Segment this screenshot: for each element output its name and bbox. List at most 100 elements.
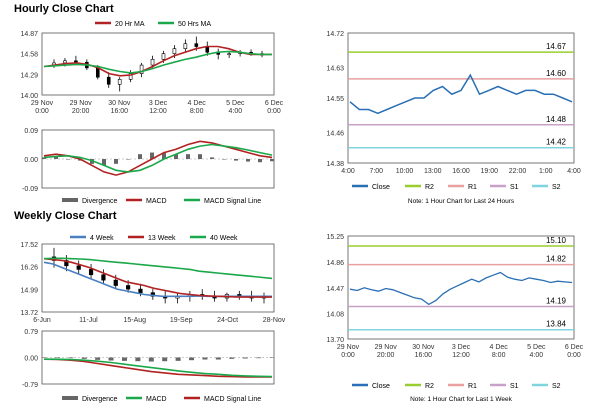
legend-close-label: Close <box>372 383 390 390</box>
divergence-bar <box>210 157 214 159</box>
level-label-r2: 15.10 <box>546 236 567 245</box>
x-tick-label: 19:00 <box>480 168 498 175</box>
plot-frame <box>347 235 575 340</box>
divergence-bar <box>246 159 250 162</box>
divergence-bar <box>174 154 178 159</box>
y-tick-label: 14.46 <box>326 130 344 137</box>
divergence-bar <box>162 152 166 159</box>
close-line <box>349 271 573 306</box>
legend-s2-label: S2 <box>552 383 561 390</box>
y-tick-label: 14.38 <box>326 161 344 168</box>
hourly-macd-chart: 0.09 0.00 -0.09 Divergence MACD MACD Signal L… <box>22 128 275 205</box>
x-tick-label: 15-Aug <box>124 317 147 324</box>
x-tick-label: 19-Sep <box>170 317 193 324</box>
candle-body <box>76 265 81 270</box>
series-line-macd <box>43 358 272 378</box>
divergence-bar <box>135 357 141 362</box>
divergence-bar <box>42 157 46 159</box>
legend-13-week-label: 13 Week <box>148 235 176 242</box>
legend-divergence-label: Divergence <box>82 198 118 205</box>
x-tick-label: 24-Oct <box>217 317 238 324</box>
y-tick-label: 0.00 <box>24 157 38 164</box>
candle-body <box>74 60 78 63</box>
x-tick-label: 30 Nov 16:00 <box>412 344 435 359</box>
y-tick-label: 14.29 <box>20 72 38 79</box>
level-label-r2: 14.67 <box>546 42 567 51</box>
divergence-bar <box>54 357 60 358</box>
y-tick-label: 0.09 <box>24 128 38 135</box>
candle-body <box>126 285 131 290</box>
candle-body <box>63 60 67 64</box>
legend-r1-label: R1 <box>468 383 477 390</box>
x-tick-label: 29 Nov 20:00 <box>70 100 93 115</box>
y-tick-label: 14.99 <box>20 287 38 294</box>
x-tick-label: 29 Nov 20:00 <box>375 344 398 359</box>
x-tick-label: 10:00 <box>396 168 414 175</box>
x-tick-label: 22:00 <box>509 168 527 175</box>
divergence-bar <box>234 159 238 161</box>
x-tick-label: 1:00 <box>539 168 553 175</box>
x-tick-label: 3 Dec 12:00 <box>452 344 471 359</box>
legend-close-label: Close <box>372 184 390 191</box>
x-tick-label: 5 Dec 4:00 <box>226 100 245 115</box>
y-tick-label: 14.87 <box>20 31 38 38</box>
x-tick-label: 4:00 <box>567 168 581 175</box>
divergence-bar <box>138 154 142 159</box>
divergence-bar <box>202 357 208 360</box>
weekly-macd-chart: 0.79 0.00 -0.79 Divergence MACD MACD Signal L… <box>22 329 275 403</box>
divergence-bar <box>66 159 70 160</box>
y-tick-label: 13.72 <box>20 310 38 317</box>
series-line-13-week <box>43 257 272 298</box>
divergence-bar <box>150 152 154 159</box>
legend-macd-label: MACD <box>146 198 167 205</box>
x-tick-label: 6 Dec 0:00 <box>265 100 284 115</box>
divergence-bar <box>121 357 127 361</box>
level-label-s1: 14.48 <box>546 115 567 124</box>
legend-divergence-label: Divergence <box>82 396 118 403</box>
candle-body <box>64 260 69 267</box>
x-tick-label: 4 Dec 8:00 <box>188 100 207 115</box>
divergence-bar <box>162 357 168 362</box>
series-line-40-week <box>43 257 273 280</box>
chart-note: Note: 1 Hour Chart for Last 1 Week <box>410 396 513 403</box>
divergence-bar <box>229 357 235 359</box>
x-tick-label: 30 Nov 16:00 <box>108 100 131 115</box>
y-tick-label: 14.00 <box>20 93 38 100</box>
candle-body <box>138 288 143 293</box>
x-tick-label: 6-Jun <box>33 317 51 324</box>
level-label-s2: 14.42 <box>546 138 567 147</box>
series-line-macd <box>43 140 273 176</box>
y-tick-label: 16.26 <box>20 265 38 272</box>
divergence-bar <box>54 156 58 159</box>
divergence-bar <box>41 357 47 358</box>
legend-r2-label: R2 <box>425 184 434 191</box>
divergence-bar <box>222 159 226 160</box>
divergence-bar <box>186 154 190 159</box>
legend-40-week-label: 40 Week <box>210 235 238 242</box>
level-label-s2: 13.84 <box>546 320 567 329</box>
y-tick-label: 14.47 <box>326 286 344 293</box>
y-tick-label: 14.58 <box>20 52 38 59</box>
divergence-bar <box>148 357 154 362</box>
x-tick-label: 5 Dec 4:00 <box>527 344 546 359</box>
x-tick-label: 29 Nov 0:00 <box>31 100 54 115</box>
candle-body <box>88 269 94 276</box>
weekly-section-title: Weekly Close Chart <box>14 210 117 222</box>
legend-macd-label: MACD <box>146 396 167 403</box>
legend-4-week-label: 4 Week <box>90 235 114 242</box>
y-tick-label: 14.55 <box>326 96 344 103</box>
plot-frame <box>41 32 275 96</box>
x-tick-label: 3 Dec 12:00 <box>149 100 168 115</box>
divergence-bar <box>270 159 274 162</box>
hourly-section-title: Hourly Close Chart <box>14 3 114 15</box>
plot-frame <box>41 243 275 313</box>
y-tick-label: 14.63 <box>326 65 344 72</box>
y-tick-label: 15.25 <box>326 234 344 241</box>
divergence-bar <box>256 357 262 359</box>
y-tick-label: 17.52 <box>20 242 38 249</box>
candle-body <box>194 43 199 47</box>
